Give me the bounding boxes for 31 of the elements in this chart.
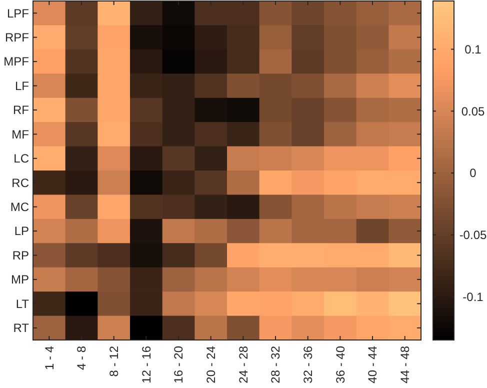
color-bar-label: -0.1	[462, 290, 484, 304]
x-tick-label: 8 - 12	[107, 346, 122, 377]
x-tick-label: 28 - 32	[268, 346, 283, 384]
x-tick-label: 1 - 4	[42, 346, 56, 370]
x-tick-label: 20 - 24	[204, 346, 218, 384]
color-bar-label: 0	[470, 166, 477, 180]
y-tick-label: RC	[12, 176, 30, 190]
x-tick-label: 44 - 48	[398, 346, 412, 384]
x-tick-label: 32 - 36	[301, 346, 316, 384]
y-tick-label: LPF	[6, 6, 29, 20]
color-bar-label: 0.05	[461, 104, 485, 118]
y-tick-label: LC	[14, 152, 30, 166]
y-tick-label: MF	[12, 127, 29, 142]
y-tick-label: RP	[12, 248, 29, 262]
y-tick-label: LT	[16, 296, 30, 311]
x-tick-label: 4 - 8	[74, 346, 89, 370]
y-tick-label: RF	[13, 103, 29, 118]
x-tick-label: 12 - 16	[139, 346, 154, 384]
y-tick-label: MC	[10, 200, 30, 214]
y-tick-label: MP	[11, 272, 29, 287]
color-bar-label: -0.05	[459, 228, 487, 242]
x-tick-label: 40 - 44	[366, 346, 380, 384]
y-tick-label: LP	[14, 224, 29, 238]
x-tick-label: 36 - 40	[333, 346, 348, 384]
y-tick-label: LF	[14, 78, 29, 93]
color-bar-label: 0.1	[464, 42, 482, 56]
x-tick-label: 24 - 28	[236, 346, 250, 384]
y-tick-label: MPF	[4, 54, 29, 69]
y-tick-label: RT	[13, 321, 30, 336]
y-tick-label: RPF	[5, 30, 29, 45]
x-tick-label: 16 - 20	[172, 346, 186, 384]
